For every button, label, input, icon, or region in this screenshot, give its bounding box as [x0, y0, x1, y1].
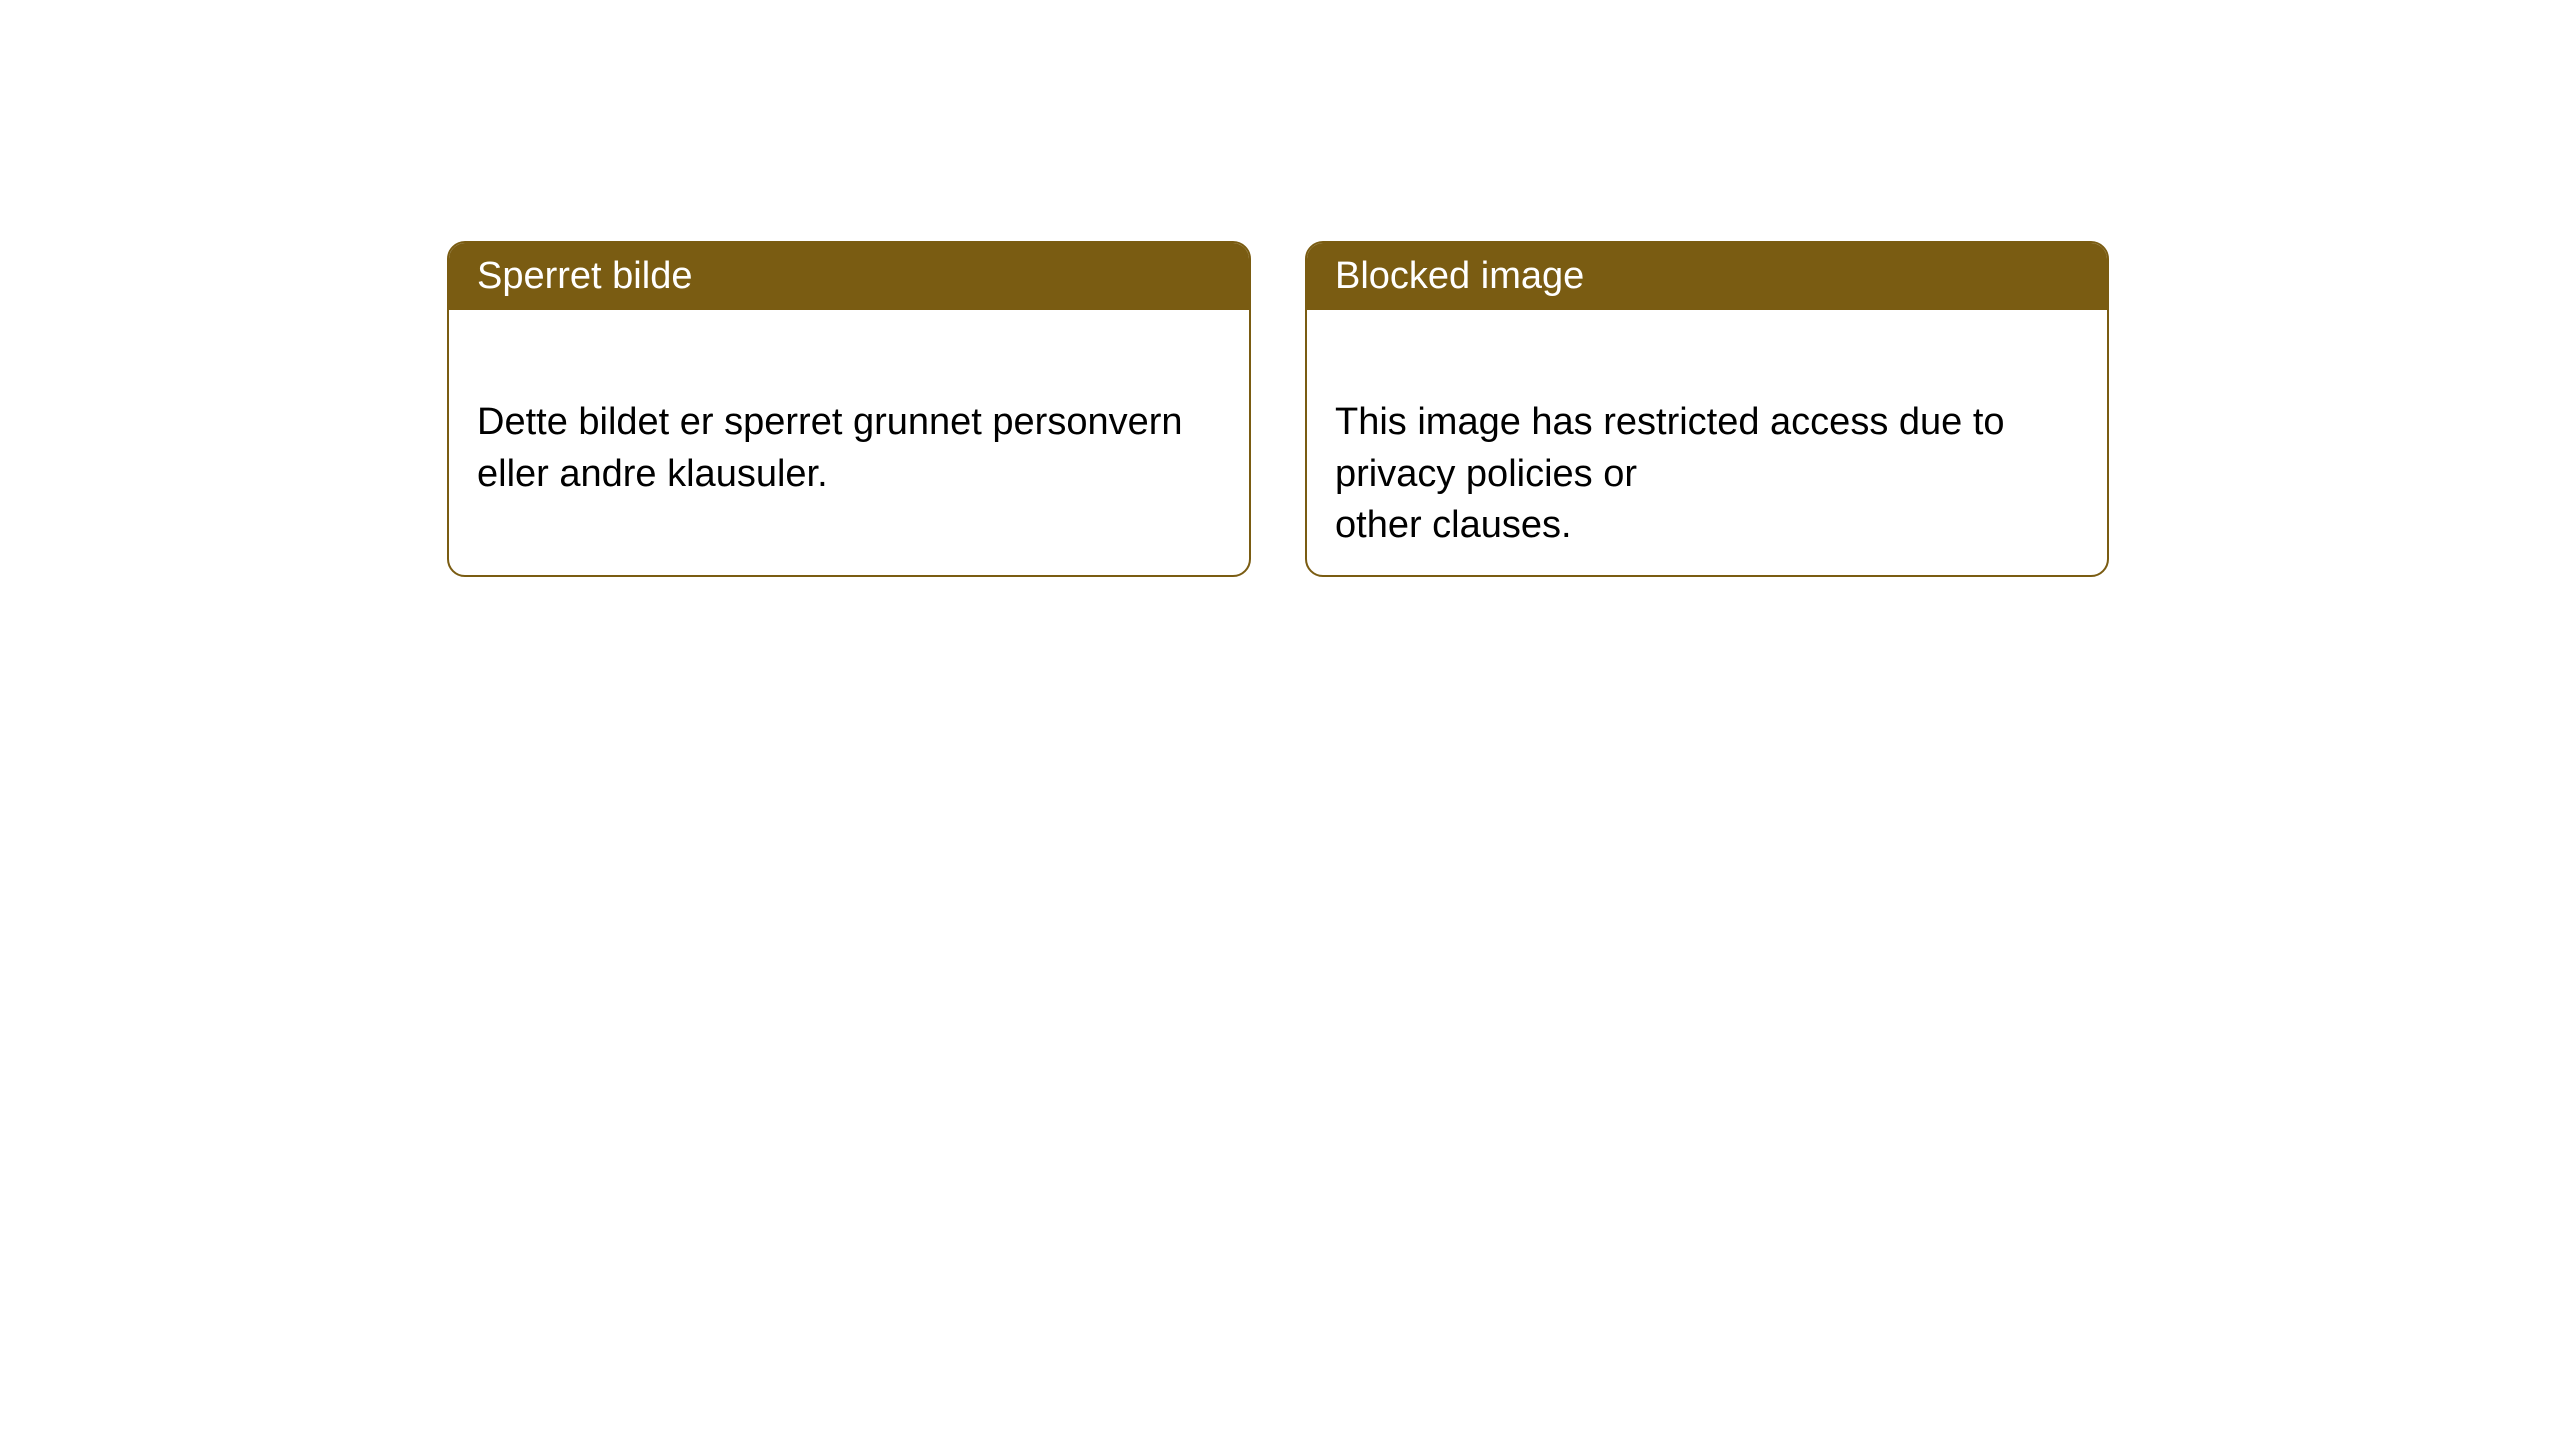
notice-body-text: Dette bildet er sperret grunnet personve… — [477, 401, 1183, 494]
notice-card-english: Blocked image This image has restricted … — [1305, 241, 2109, 577]
notice-body-text: This image has restricted access due to … — [1335, 401, 2005, 546]
notice-title: Blocked image — [1335, 255, 1584, 297]
notice-body: Dette bildet er sperret grunnet personve… — [449, 310, 1249, 536]
notice-cards-container: Sperret bilde Dette bildet er sperret gr… — [447, 241, 2109, 577]
notice-header: Blocked image — [1307, 243, 2107, 310]
notice-body: This image has restricted access due to … — [1307, 310, 2107, 577]
notice-card-norwegian: Sperret bilde Dette bildet er sperret gr… — [447, 241, 1251, 577]
notice-title: Sperret bilde — [477, 255, 692, 297]
notice-header: Sperret bilde — [449, 243, 1249, 310]
